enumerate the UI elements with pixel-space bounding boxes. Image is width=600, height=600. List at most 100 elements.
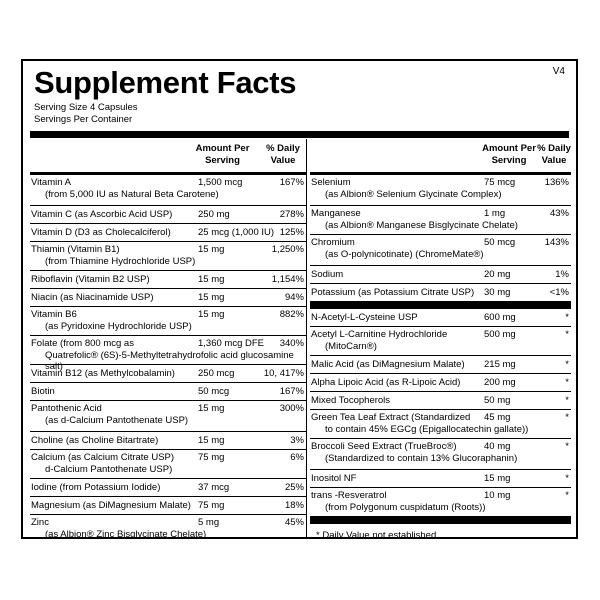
daily-value: * — [565, 472, 569, 484]
serving-info: Serving Size 4 Capsules Servings Per Con… — [34, 102, 138, 126]
amount-per-serving: 10 mg — [484, 490, 511, 501]
amount-per-serving: 15 mg — [198, 403, 225, 414]
amount-per-serving-header: Amount Per Serving — [470, 143, 548, 166]
amount-per-serving-header: Amount Per Serving — [180, 143, 265, 166]
nutrient-source: (MitoCarn®) — [325, 340, 377, 352]
amount-per-serving: 20 mg — [484, 268, 511, 280]
nutrient-row: Pantothenic Acid (as d-Calcium Pantothena… — [30, 401, 306, 432]
nutrient-name: Potassium (as Potassium Citrate USP) — [311, 287, 474, 299]
amount-per-serving: 15 mg — [198, 244, 225, 255]
daily-value: * — [565, 490, 569, 501]
amount-per-serving: 37 mcg — [198, 481, 230, 493]
nutrient-name: Thiamin (Vitamin B1) (from Thiamine Hydro… — [31, 244, 195, 267]
daily-value: 340% — [279, 338, 304, 349]
daily-value: 3% — [290, 434, 304, 446]
nutrient-source: (as Albion® Selenium Glycinate Complex) — [325, 188, 502, 200]
nutrient-source: (from 5,000 IU as Natural Beta Carotene) — [45, 188, 219, 200]
amount-per-serving: 25 mcg (1,000 IU) — [198, 226, 275, 238]
amount-per-serving: 30 mg — [484, 286, 511, 298]
nutrient-row: Chromium (as O-polynicotinate) (ChromeMat… — [310, 235, 571, 266]
nutrient-name: Vitamin D (D3 as Cholecalciferol) — [31, 227, 171, 239]
daily-value: 125% — [279, 226, 304, 238]
nutrient-row: Vitamin A (from 5,000 IU as Natural Beta … — [30, 175, 306, 206]
nutrient-name-text: Potassium (as Potassium Citrate USP) — [311, 286, 475, 298]
supplement-facts-panel: Supplement Facts V4 Serving Size 4 Capsu… — [21, 59, 578, 539]
header-dv-line2: Value — [541, 154, 567, 166]
left-column-header: Amount Per Serving % Daily Value — [30, 139, 306, 172]
amount-per-serving: 15 mg — [198, 309, 225, 320]
nutrient-name-text: Broccoli Seed Extract (TrueBroc®) — [311, 441, 457, 452]
amount-per-serving: 75 mg — [198, 452, 225, 463]
nutrient-row: Manganese (as Albion® Manganese Bisglycin… — [310, 206, 571, 235]
left-nutrient-list: Vitamin A (from 5,000 IU as Natural Beta … — [30, 175, 306, 539]
servings-per-container: Servings Per Container — [34, 114, 133, 125]
nutrient-name: Acetyl L-Carnitine Hydrochloride (MitoCar… — [311, 329, 447, 352]
nutrient-name: Zinc (as Albion® Zinc Bisglycinate Chelat… — [31, 517, 207, 539]
amount-per-serving: 600 mg — [484, 311, 516, 323]
nutrient-name-text: Vitamin D (D3 as Cholecalciferol) — [31, 226, 171, 238]
amount-per-serving: 50 mcg — [484, 237, 516, 248]
nutrient-row: Calcium (as Calcium Citrate USP) d-Calciu… — [30, 450, 306, 479]
version-label: V4 — [552, 66, 565, 77]
nutrient-name-text: Vitamin A — [31, 177, 71, 188]
nutrient-row: Magnesium (as DiMagnesium Malate) 75 mg 18… — [30, 497, 306, 515]
header-amount-line2: Serving — [491, 154, 527, 166]
nutrient-row: Mixed Tocopherols 50 mg * — [310, 392, 571, 410]
daily-value: 18% — [284, 499, 304, 511]
top-thick-bar — [30, 131, 569, 138]
amount-per-serving: 50 mcg — [198, 385, 230, 397]
amount-per-serving: 200 mg — [484, 376, 516, 388]
daily-value: * — [565, 394, 569, 406]
nutrient-name: Choline (as Choline Bitartrate) — [31, 435, 158, 447]
amount-per-serving: 15 mg — [198, 434, 225, 446]
nutrient-row: Niacin (as Niacinamide USP) 15 mg 94% — [30, 289, 306, 307]
daily-value: 300% — [279, 403, 304, 414]
right-column: Amount Per Serving % Daily Value Seleniu… — [310, 139, 571, 537]
nutrient-name: Calcium (as Calcium Citrate USP) d-Calciu… — [31, 452, 174, 475]
nutrient-name-text: Niacin (as Niacinamide USP) — [31, 291, 154, 303]
serving-size: Serving Size 4 Capsules — [34, 102, 138, 113]
nutrient-name: Riboflavin (Vitamin B2 USP) — [31, 274, 150, 286]
nutrient-name: Niacin (as Niacinamide USP) — [31, 292, 153, 304]
nutrient-source: (from Polygonum cuspidatum (Roots)) — [325, 501, 486, 513]
header-amount-line1: Amount Per — [195, 143, 250, 154]
header-dv-line1: % Daily — [266, 143, 300, 154]
nutrient-name-text: Vitamin B12 (as Methylcobalamin) — [31, 367, 175, 379]
nutrient-row: Sodium 20 mg 1% — [310, 266, 571, 284]
nutrient-name: Vitamin B12 (as Methylcobalamin) — [31, 368, 175, 380]
nutrient-name: Selenium (as Albion® Selenium Glycinate C… — [311, 177, 502, 200]
daily-value: 278% — [279, 208, 304, 220]
daily-value: 1% — [555, 268, 569, 280]
nutrient-name-text: Zinc — [31, 517, 49, 528]
nutrient-name-text: Choline (as Choline Bitartrate) — [31, 434, 159, 446]
daily-value: 167% — [279, 177, 304, 188]
amount-per-serving: 5 mg — [198, 517, 220, 528]
amount-per-serving: 215 mg — [484, 358, 516, 370]
nutrient-name: Chromium (as O-polynicotinate) (ChromeMat… — [311, 237, 484, 260]
nutrient-row: trans -Resveratrol (from Polygonum cuspid… — [310, 488, 571, 517]
amount-per-serving: 250 mg — [198, 208, 230, 220]
nutrient-name-text: Magnesium (as DiMagnesium Malate) — [31, 499, 191, 511]
nutrient-row: Iodine (from Potassium Iodide) 37 mcg 25% — [30, 479, 306, 497]
daily-value: <1% — [549, 286, 569, 298]
daily-value: * — [565, 412, 569, 423]
nutrient-name-text: Vitamin B6 — [31, 309, 77, 320]
nutrient-name: Pantothenic Acid (as d-Calcium Pantothena… — [31, 403, 188, 426]
nutrient-name: Vitamin B6 (as Pyridoxine Hydrochloride U… — [31, 309, 192, 332]
daily-value: 167% — [279, 385, 304, 397]
nutrient-row: Zinc (as Albion® Zinc Bisglycinate Chelat… — [30, 515, 306, 539]
left-header-bar — [30, 172, 306, 175]
nutrient-row: Alpha Lipoic Acid (as R-Lipoic Acid) 200 … — [310, 374, 571, 392]
column-divider — [306, 139, 307, 537]
daily-value: 25% — [284, 481, 304, 493]
nutrient-name-text: Manganese — [311, 208, 361, 219]
nutrient-row: Folate (from 800 mcg as Quatrefolic® (6S)… — [30, 336, 306, 372]
nutrient-row: Potassium (as Potassium Citrate USP) 30 m… — [310, 284, 571, 302]
nutrient-source: (as Albion® Zinc Bisglycinate Chelate) — [45, 528, 207, 539]
daily-value: * — [565, 441, 569, 452]
nutrient-row: Thiamin (Vitamin B1) (from Thiamine Hydro… — [30, 242, 306, 271]
right-other-ingredients-list: N-Acetyl-L-Cysteine USP 600 mg * Acetyl L-C… — [310, 309, 571, 517]
nutrient-name-text: Sodium — [311, 268, 344, 280]
nutrient-source: (as Albion® Manganese Bisglycinate Chela… — [325, 219, 518, 231]
nutrient-row: Vitamin B12 (as Methylcobalamin) 250 mcg 1… — [30, 365, 306, 383]
